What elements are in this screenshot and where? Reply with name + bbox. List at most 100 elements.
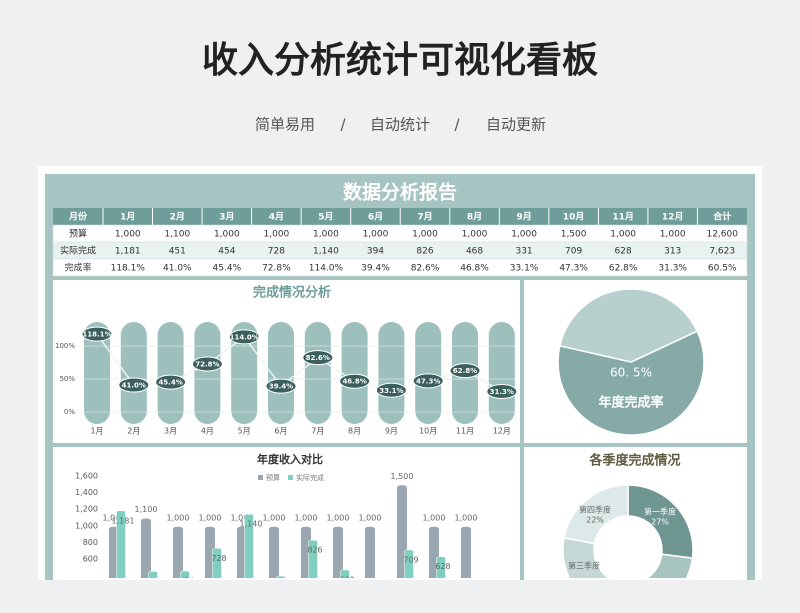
table-cell: 728 — [268, 247, 285, 257]
x-tick-label: 4月 — [201, 427, 214, 436]
x-tick-label: 7月 — [311, 427, 324, 436]
data-label: 62.8% — [453, 367, 477, 375]
x-tick-label: 9月 — [385, 427, 398, 436]
x-tick-label: 1月 — [90, 427, 103, 436]
bar — [363, 524, 377, 578]
x-tick-label: 3月 — [164, 427, 177, 436]
table-cell: 1,000 — [313, 230, 339, 240]
data-label: 1,000 — [359, 513, 382, 522]
legend-label: 实际完成 — [296, 473, 324, 482]
track — [268, 322, 294, 424]
table-cell: 1,181 — [115, 247, 141, 257]
table-cell: 82.6% — [411, 264, 440, 274]
report-title: 数据分析报告 — [343, 181, 457, 204]
table-cell: 1,000 — [115, 230, 141, 240]
data-label: 47.3% — [416, 377, 440, 385]
y-tick-label: 50% — [59, 375, 75, 383]
track — [341, 322, 368, 424]
table-cell: 1,000 — [660, 230, 686, 240]
y-tick-label: 600 — [83, 555, 98, 564]
data-label: 1,000 — [231, 513, 254, 522]
table-cell: 826 — [416, 247, 433, 257]
track — [231, 322, 258, 424]
x-tick-label: 8月 — [348, 427, 361, 436]
track — [120, 322, 147, 424]
table-cell: 72.8% — [262, 264, 291, 274]
bar — [308, 539, 318, 578]
subtitle: 简单易用 — [255, 116, 315, 134]
table-cell: 1,000 — [363, 230, 389, 240]
table-row-bg — [52, 258, 748, 277]
bar — [404, 549, 414, 578]
point — [118, 377, 150, 393]
bar — [139, 516, 153, 578]
x-tick-label: 5月 — [238, 427, 251, 436]
table-header-cell: 5月 — [318, 212, 333, 223]
bar — [459, 524, 473, 578]
table-cell: 39.4% — [361, 264, 390, 274]
table-header-cell: 1月 — [120, 212, 135, 223]
separator: / — [340, 116, 346, 134]
track — [157, 322, 184, 424]
data-label: 1,000 — [327, 513, 350, 522]
data-label: 1,000 — [167, 513, 190, 522]
bar — [276, 575, 286, 578]
data-label: 728 — [211, 554, 226, 563]
data-label: 82.6% — [306, 354, 330, 362]
table-cell: 62.8% — [609, 264, 638, 274]
table-cell: 1,000 — [214, 230, 240, 240]
table-cell: 451 — [169, 247, 186, 257]
bar — [148, 571, 158, 578]
table-cell: 454 — [218, 247, 235, 257]
point — [375, 382, 407, 398]
separator: / — [454, 116, 460, 134]
data-label: 33.1% — [379, 387, 403, 395]
pie-slice — [558, 288, 699, 363]
data-label: 1,000 — [455, 513, 478, 522]
table-cell: 12,600 — [706, 230, 738, 240]
table-row-bg — [52, 241, 748, 260]
chart-title: 年度收入对比 — [257, 452, 323, 466]
category-label: 第四季度 — [579, 505, 611, 515]
data-label: 41.0% — [122, 382, 146, 390]
chart-title: 年度完成率 — [598, 395, 663, 411]
data-label: 709 — [403, 555, 418, 564]
bar — [212, 548, 222, 578]
data-label: 454 — [179, 577, 194, 586]
table-cell: 118.1% — [111, 264, 146, 274]
pie-chart: 60. 5% 年度完成率 — [557, 288, 705, 436]
x-tick-label: 10月 — [419, 427, 437, 436]
y-tick-label: 1,000 — [75, 521, 98, 530]
point — [486, 383, 518, 399]
table-cell: 47.3% — [559, 264, 588, 274]
table-cell: 394 — [367, 247, 384, 257]
donut-slice — [627, 484, 694, 559]
subtitle: 自动更新 — [486, 116, 546, 134]
data-label: 628 — [435, 562, 450, 571]
table-cell: 7,623 — [709, 247, 735, 257]
donut-slice — [645, 553, 694, 578]
point — [339, 373, 371, 389]
table-cell: 预算 — [69, 228, 87, 240]
table-cell: 41.0% — [163, 264, 192, 274]
data-label: 1,000 — [423, 513, 446, 522]
table-cell: 1,000 — [264, 230, 290, 240]
data-label: 118.1% — [82, 331, 111, 339]
table-cell: 709 — [565, 247, 582, 257]
data-label: 39.4% — [269, 383, 293, 391]
table-header-cell: 10月 — [563, 212, 585, 223]
chart-title: 各季度完成情况 — [588, 453, 680, 469]
point — [302, 350, 334, 366]
point — [191, 356, 223, 372]
point — [155, 374, 187, 390]
table-cell: 60.5% — [708, 264, 737, 274]
bar — [436, 556, 446, 578]
track — [415, 322, 442, 424]
data-label: 1,100 — [135, 505, 158, 514]
completion-chart: 完成情况分析 1月 2月 3月 4月 5月 6月 7月 8月 9月 10月 11月 12月 0% 50% 10… — [55, 285, 518, 436]
table-cell: 1,500 — [561, 230, 587, 240]
table-cell: 1,000 — [462, 230, 488, 240]
